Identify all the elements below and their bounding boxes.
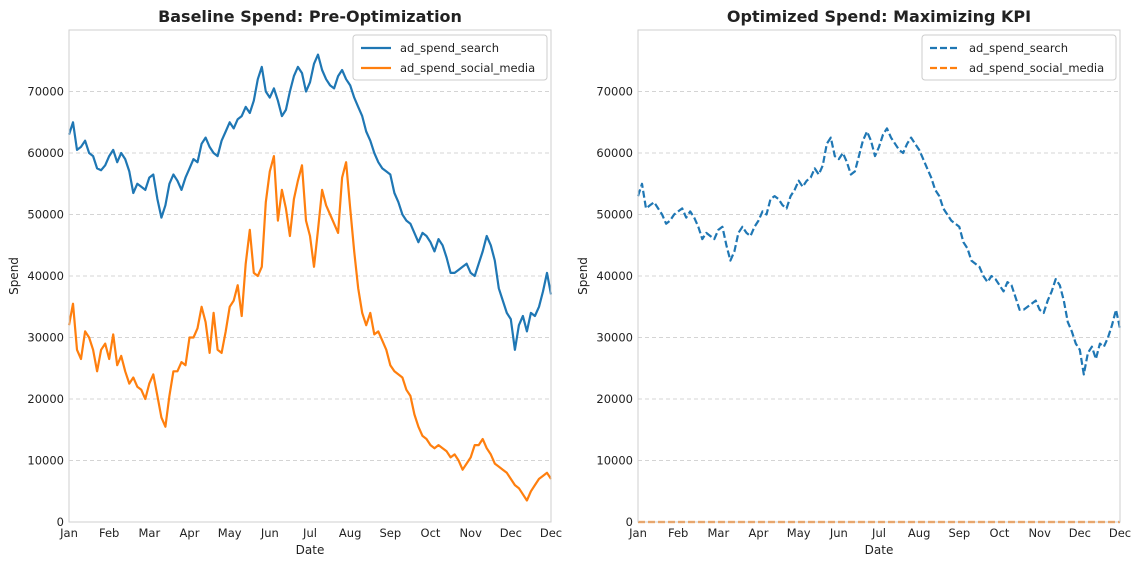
x-tick-label: Apr — [180, 526, 200, 540]
x-tick-label: Aug — [339, 526, 361, 540]
x-tick-label: Mar — [707, 526, 729, 540]
x-tick-label: Jun — [829, 526, 848, 540]
x-tick-label: Dec — [1069, 526, 1091, 540]
x-tick-label: Jan — [628, 526, 647, 540]
x-tick-label: Dec — [1109, 526, 1131, 540]
x-tick-label: Aug — [908, 526, 930, 540]
y-tick-label: 50000 — [596, 208, 633, 222]
y-tick-label: 70000 — [596, 85, 633, 99]
legend-box — [352, 34, 548, 81]
gridlines — [638, 91, 1120, 461]
y-tick-label: 60000 — [596, 146, 633, 160]
x-tick-label: Dec — [540, 526, 562, 540]
y-tick-label: 50000 — [27, 208, 64, 222]
x-tick-label: Oct — [421, 526, 441, 540]
x-tick-label: Feb — [668, 526, 688, 540]
chart-title: Baseline Spend: Pre-Optimization — [158, 7, 462, 26]
x-tick-label: May — [218, 526, 242, 540]
x-axis-label: Date — [296, 543, 325, 557]
y-tick-label: 30000 — [596, 331, 633, 345]
x-tick-label: Jan — [59, 526, 78, 540]
legend-label-social-media: ad_spend_social_media — [969, 61, 1104, 75]
legend: ad_spend_search ad_spend_social_media — [921, 34, 1117, 81]
y-tick-label: 20000 — [596, 392, 633, 406]
y-axis-label: Spend — [7, 257, 21, 295]
series-line-ad-spend-search — [636, 127, 1122, 376]
y-tick-label: 30000 — [27, 331, 64, 345]
x-tick-label: Jun — [260, 526, 279, 540]
series-line-ad-spend-search — [67, 53, 553, 351]
axes-frame — [68, 29, 552, 523]
x-tick-label: Apr — [749, 526, 769, 540]
x-tick-label: Dec — [500, 526, 522, 540]
x-tick-label: Mar — [138, 526, 160, 540]
x-axis-label: Date — [865, 543, 894, 557]
x-tick-labels: Jan Feb Mar Apr May Jun Jul Aug Sep Oct Nov Dec Dec — [628, 526, 1131, 540]
y-tick-labels: 0 10000 20000 30000 40000 50000 60000 70000 — [27, 85, 64, 530]
y-tick-label: 40000 — [27, 269, 64, 283]
y-tick-label: 0 — [626, 515, 633, 529]
x-tick-label: Oct — [990, 526, 1010, 540]
series-line-ad-spend-social-media — [67, 155, 552, 502]
x-tick-label: Nov — [1028, 526, 1051, 540]
axes-frame — [637, 29, 1121, 523]
series-lines — [67, 53, 553, 502]
x-tick-label: Jul — [871, 526, 886, 540]
x-tick-label: Sep — [379, 526, 401, 540]
legend: ad_spend_search ad_spend_social_media — [352, 34, 548, 81]
y-tick-label: 10000 — [27, 454, 64, 468]
chart-panel-baseline: 0 10000 20000 30000 40000 50000 60000 70000 Jan… — [7, 7, 562, 557]
x-tick-labels: Jan Feb Mar Apr May Jun Jul Aug Sep Oct Nov Dec Dec — [59, 526, 562, 540]
y-tick-label: 70000 — [27, 85, 64, 99]
gridlines — [69, 91, 551, 461]
legend-box — [921, 34, 1117, 81]
y-tick-labels: 0 10000 20000 30000 40000 50000 60000 70000 — [596, 85, 633, 530]
y-tick-label: 60000 — [27, 146, 64, 160]
chart-title: Optimized Spend: Maximizing KPI — [727, 7, 1031, 26]
y-tick-label: 0 — [57, 515, 64, 529]
y-axis-label: Spend — [576, 257, 590, 295]
x-tick-label: Feb — [99, 526, 119, 540]
y-tick-label: 40000 — [596, 269, 633, 283]
chart-panel-optimized: 0 10000 20000 30000 40000 50000 60000 70000 Jan… — [576, 7, 1131, 557]
x-tick-label: May — [787, 526, 811, 540]
x-tick-label: Nov — [459, 526, 482, 540]
x-tick-label: Sep — [948, 526, 970, 540]
y-tick-label: 20000 — [27, 392, 64, 406]
legend-label-social-media: ad_spend_social_media — [400, 61, 535, 75]
y-tick-label: 10000 — [596, 454, 633, 468]
legend-label-search: ad_spend_search — [400, 41, 499, 55]
legend-label-search: ad_spend_search — [969, 41, 1068, 55]
x-tick-label: Jul — [302, 526, 317, 540]
